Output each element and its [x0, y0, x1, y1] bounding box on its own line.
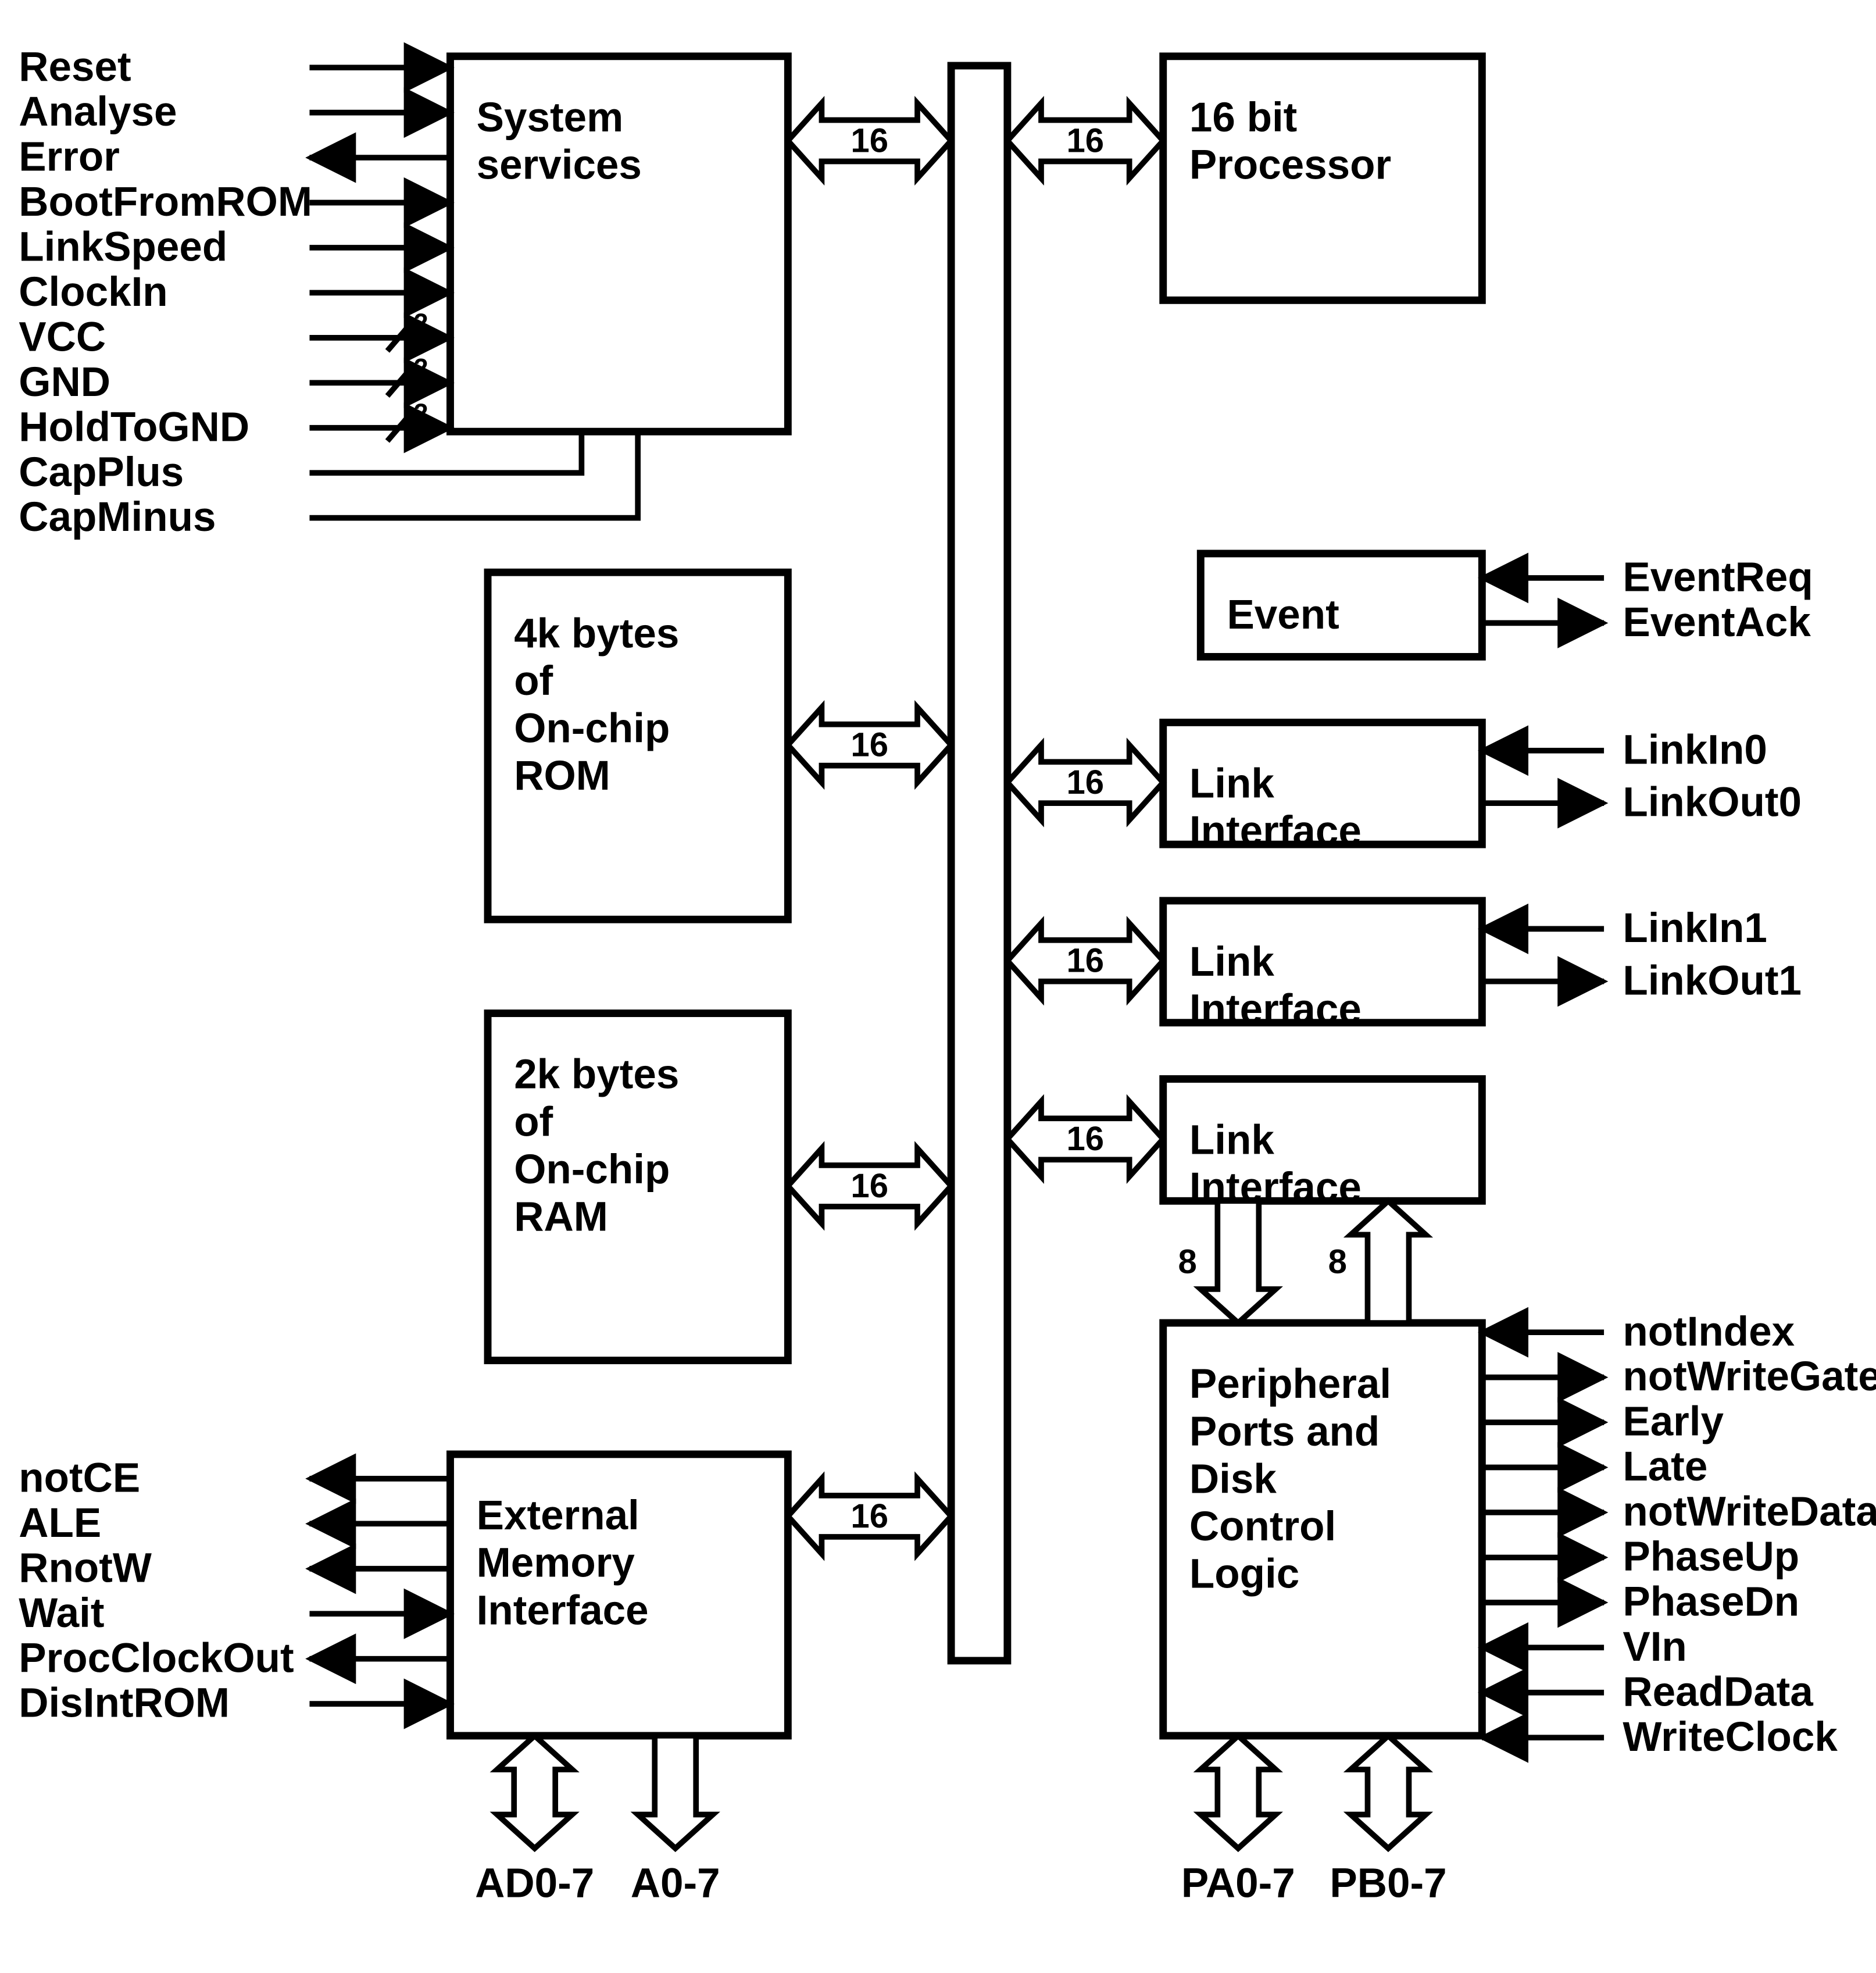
svg-text:8: 8: [1328, 1243, 1347, 1281]
periph-label-2: Disk: [1189, 1456, 1277, 1502]
periph-label-1: Ports and: [1189, 1409, 1380, 1455]
signal-LinkOut1: LinkOut1: [1623, 958, 1802, 1004]
signal-ReadData: ReadData: [1623, 1669, 1813, 1715]
svg-text:AD0-7: AD0-7: [475, 1860, 594, 1906]
signal-Late: Late: [1623, 1444, 1707, 1490]
periph-label-3: Control: [1189, 1504, 1336, 1550]
svg-text:16: 16: [851, 726, 888, 763]
event-label-0: Event: [1227, 592, 1339, 638]
emi-label-0: External: [477, 1493, 639, 1539]
signal-LinkIn1: LinkIn1: [1623, 905, 1767, 951]
periph-label-0: Peripheral: [1189, 1361, 1391, 1407]
svg-text:PB0-7: PB0-7: [1330, 1860, 1446, 1906]
signal-ALE: ALE: [19, 1500, 101, 1546]
signal-notIndex: notIndex: [1623, 1309, 1795, 1355]
rom-label-0: 4k bytes: [514, 611, 679, 657]
signal-DisIntROM: DisIntROM: [19, 1681, 230, 1726]
svg-text:2: 2: [414, 398, 428, 428]
signal-Early: Early: [1623, 1399, 1724, 1445]
rom-label-2: On-chip: [514, 706, 670, 752]
svg-text:16: 16: [851, 1497, 888, 1535]
ram-label-1: of: [514, 1099, 553, 1145]
rom-label-1: of: [514, 658, 553, 704]
periph-label-4: Logic: [1189, 1551, 1299, 1597]
signal-ClockIn: ClockIn: [19, 269, 167, 315]
signal-Analyse: Analyse: [19, 89, 177, 135]
svg-text:16: 16: [851, 1167, 888, 1205]
processor-label-0: 16 bit: [1189, 95, 1297, 141]
sysservices-label-1: services: [477, 142, 642, 188]
link0-label-1: Interface: [1189, 808, 1362, 854]
ram-label-2: On-chip: [514, 1147, 670, 1193]
signal-Reset: Reset: [19, 44, 131, 90]
signal-GND: GND: [19, 359, 110, 405]
svg-text:PA0-7: PA0-7: [1181, 1860, 1295, 1906]
ram-label-3: RAM: [514, 1194, 608, 1240]
link1-label-1: Interface: [1189, 987, 1362, 1033]
central-bus: [951, 66, 1007, 1661]
signal-LinkSpeed: LinkSpeed: [19, 224, 227, 270]
emi-label-2: Interface: [477, 1587, 649, 1633]
signal-HoldToGND: HoldToGND: [19, 404, 249, 450]
signal-notCE: notCE: [19, 1455, 140, 1501]
signal-PhaseUp: PhaseUp: [1623, 1534, 1799, 1580]
svg-text:16: 16: [1067, 763, 1105, 801]
signal-CapMinus: CapMinus: [19, 494, 216, 540]
signal-notWriteData: notWriteData: [1623, 1489, 1876, 1535]
signal-EventAck: EventAck: [1623, 600, 1811, 645]
signal-VIn: VIn: [1623, 1624, 1686, 1670]
signal-VCC: VCC: [19, 314, 106, 360]
signal-ProcClockOut: ProcClockOut: [19, 1635, 294, 1681]
block-diagram: Systemservices16 bitProcessor4k bytesofO…: [0, 0, 1876, 1970]
signal-WriteClock: WriteClock: [1623, 1714, 1838, 1760]
svg-text:8: 8: [1178, 1243, 1197, 1281]
signal-PhaseDn: PhaseDn: [1623, 1579, 1799, 1625]
signal-CapPlus: CapPlus: [19, 449, 184, 495]
signal-Error: Error: [19, 134, 120, 180]
link0-label-0: Link: [1189, 761, 1274, 807]
signal-notWriteGate: notWriteGate: [1623, 1354, 1876, 1400]
svg-text:2: 2: [414, 354, 428, 383]
link2-label-0: Link: [1189, 1118, 1274, 1164]
signal-LinkOut0: LinkOut0: [1623, 780, 1802, 826]
signal-LinkIn0: LinkIn0: [1623, 727, 1767, 773]
link1-label-0: Link: [1189, 939, 1274, 985]
ram-label-0: 2k bytes: [514, 1052, 679, 1098]
svg-text:16: 16: [1067, 942, 1105, 980]
signal-RnotW: RnotW: [19, 1545, 152, 1591]
svg-text:16: 16: [1067, 1120, 1105, 1158]
svg-text:A0-7: A0-7: [631, 1860, 720, 1906]
rom-label-3: ROM: [514, 753, 610, 799]
svg-text:2: 2: [414, 308, 428, 338]
sysservices-label-0: System: [477, 95, 624, 141]
signal-BootFromROM: BootFromROM: [19, 179, 312, 225]
processor-label-1: Processor: [1189, 142, 1391, 188]
svg-text:16: 16: [851, 122, 888, 159]
signal-EventReq: EventReq: [1623, 555, 1813, 601]
emi-label-1: Memory: [477, 1540, 635, 1586]
signal-Wait: Wait: [19, 1590, 104, 1636]
svg-text:16: 16: [1067, 122, 1105, 159]
